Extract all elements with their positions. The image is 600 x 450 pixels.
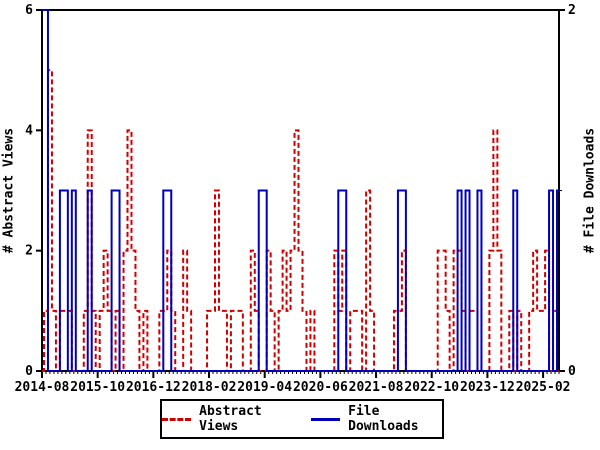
legend-item-abstract-views: Abstract Views bbox=[162, 404, 293, 434]
x-axis-ticks: 2014-08 2015-10 2016-12 2018-02 2019-04 2020-… bbox=[15, 371, 571, 395]
legend-label-file-downloads: File Downloads bbox=[348, 404, 419, 434]
legend-label-abstract-views: Abstract Views bbox=[199, 404, 262, 434]
file-downloads-line-sample bbox=[311, 417, 341, 421]
file-downloads-line bbox=[42, 9, 559, 372]
svg-text:2021-08: 2021-08 bbox=[349, 380, 404, 395]
svg-text:2023-12: 2023-12 bbox=[460, 380, 515, 395]
svg-text:2022-10: 2022-10 bbox=[404, 380, 459, 395]
left-axis-ticks: 0 2 4 6 bbox=[25, 3, 42, 379]
abstract-views-line-sample bbox=[162, 417, 192, 421]
svg-text:2016-12: 2016-12 bbox=[126, 380, 181, 395]
right-axis-title: # File Downloads bbox=[582, 127, 598, 254]
svg-text:2025-02: 2025-02 bbox=[516, 380, 571, 395]
svg-text:2019-04: 2019-04 bbox=[237, 380, 292, 395]
legend: Abstract Views File Downloads bbox=[160, 399, 444, 439]
svg-text:2: 2 bbox=[25, 244, 33, 259]
abstract-views-line bbox=[42, 69, 559, 372]
svg-text:2020-06: 2020-06 bbox=[293, 380, 348, 395]
svg-text:4: 4 bbox=[25, 123, 33, 138]
svg-text:2015-10: 2015-10 bbox=[70, 380, 125, 395]
svg-text:0: 0 bbox=[568, 364, 576, 379]
left-axis-title: # Abstract Views bbox=[1, 127, 17, 254]
svg-text:2: 2 bbox=[568, 3, 576, 18]
right-axis-ticks: 02 bbox=[559, 3, 576, 379]
legend-item-file-downloads: File Downloads bbox=[311, 404, 442, 434]
svg-text:2014-08: 2014-08 bbox=[15, 380, 70, 395]
svg-text:2018-02: 2018-02 bbox=[182, 380, 237, 395]
svg-text:6: 6 bbox=[25, 3, 33, 18]
svg-text:0: 0 bbox=[25, 364, 33, 379]
